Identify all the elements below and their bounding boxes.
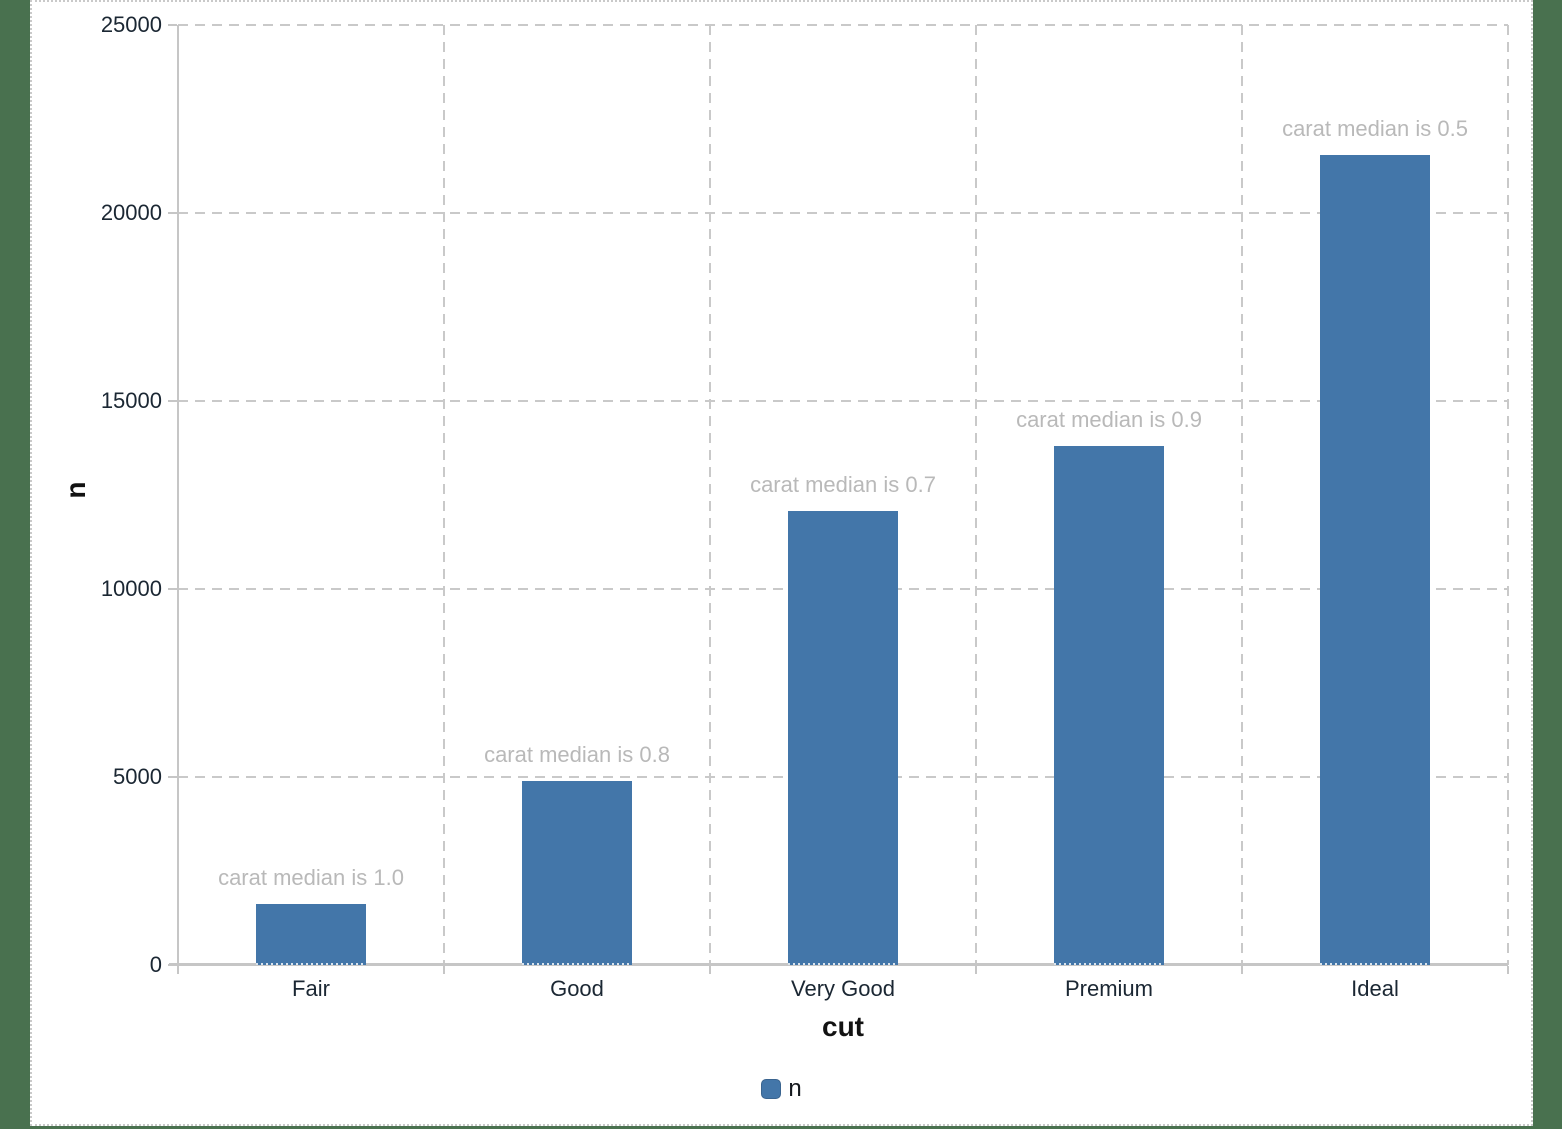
y-tick-label: 10000 [100,576,162,601]
chart-window: carat median is 1.0 carat median is 0.8 ca… [30,0,1533,1126]
v-gridline [709,25,711,965]
h-gridline [178,212,1508,214]
v-gridline [1241,25,1243,965]
y-axis-tick [168,400,177,402]
y-axis-title: n [60,481,91,499]
y-tick-label: 25000 [100,12,162,37]
bar-annotation: carat median is 0.8 [484,741,670,767]
bar-annotation: carat median is 0.5 [1282,115,1468,141]
x-tick-label: Premium [1064,976,1153,1001]
x-axis-tick [1507,966,1509,974]
x-tick-label: Ideal [1351,976,1399,1001]
x-tick-label: Very Good [791,976,895,1001]
bar-very-good [788,510,898,966]
x-axis-title: cut [822,1011,864,1042]
x-axis-tick [975,966,977,974]
y-tick-label: 15000 [100,388,162,413]
v-gridline [975,25,977,965]
y-axis-line [177,25,179,973]
y-axis-tick [168,588,177,590]
plot-area: carat median is 1.0 carat median is 0.8 ca… [101,12,1509,1042]
bar-premium [1054,446,1164,965]
x-axis-tick [709,966,711,974]
bar-good [522,780,632,966]
y-tick-label: 5000 [113,764,162,789]
y-axis-tick [168,776,177,778]
y-axis-tick [168,212,177,214]
y-tick-label: 0 [149,952,162,977]
bar-ideal [1320,154,1430,966]
h-gridline [178,400,1508,402]
v-gridline [443,25,445,965]
x-tick-label: Good [550,976,604,1001]
x-axis-tick [1241,966,1243,974]
y-axis-tick [168,24,177,26]
v-gridline [1507,25,1509,965]
bar-annotation: carat median is 1.0 [218,865,404,891]
y-tick-label: 20000 [100,200,162,225]
x-axis-tick [443,966,445,974]
bar-fair [256,904,366,965]
x-tick-label: Fair [292,976,330,1001]
legend-swatch-icon [761,1079,782,1099]
legend-label: n [788,1075,802,1102]
h-gridline [178,24,1508,26]
legend: n [32,1076,1531,1102]
bar-annotation: carat median is 0.7 [750,471,936,497]
bar-annotation: carat median is 0.9 [1016,407,1202,433]
